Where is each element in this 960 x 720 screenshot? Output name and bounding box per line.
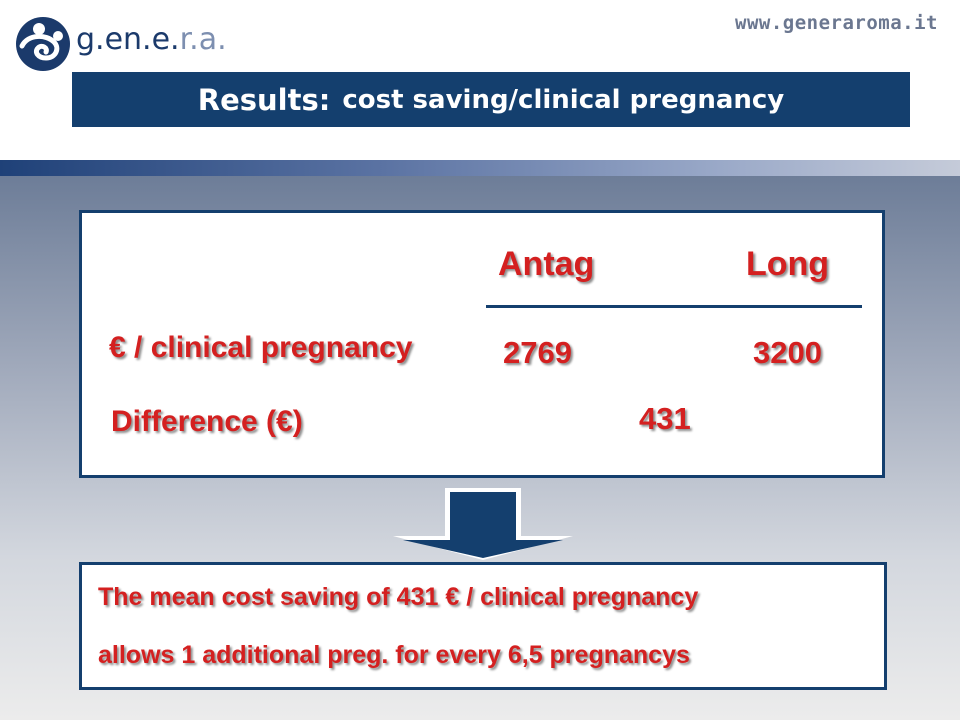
value-long: 3200 [753,335,822,370]
logo-wordmark: g.en.e.r.a. [76,22,227,57]
conclusion-line-2: allows 1 additional preg. for every 6,5 … [98,641,690,669]
header-divider [486,305,862,308]
column-header-long: Long [746,245,830,283]
logo-wordmark-main: g.en.e. [76,22,180,57]
page-title: Results: [197,82,331,117]
row-label-difference: Difference (€) [111,405,303,438]
results-table: Antag Long € / clinical pregnancy 2769 3… [79,210,885,478]
website-url: www.generaroma.it [735,12,938,34]
conclusion-line-1: The mean cost saving of 431 € / clinical… [98,583,699,611]
difference-value: 431 [639,401,691,436]
conclusion-box: The mean cost saving of 431 € / clinical… [79,562,887,690]
row-label-cost-per-pregnancy: € / clinical pregnancy [109,331,413,364]
down-arrow-icon [393,488,573,560]
page-subtitle: cost saving/clinical pregnancy [342,84,785,115]
logo-wordmark-dim: r.a. [179,22,227,57]
title-bar: Results: cost saving/clinical pregnancy [72,72,910,127]
value-antag: 2769 [503,335,572,370]
slide-header: g.en.e.r.a. www.generaroma.it Results: c… [0,0,960,160]
column-header-antag: Antag [498,245,595,283]
genera-logo-icon [16,17,70,71]
header-gradient-band [0,160,960,176]
